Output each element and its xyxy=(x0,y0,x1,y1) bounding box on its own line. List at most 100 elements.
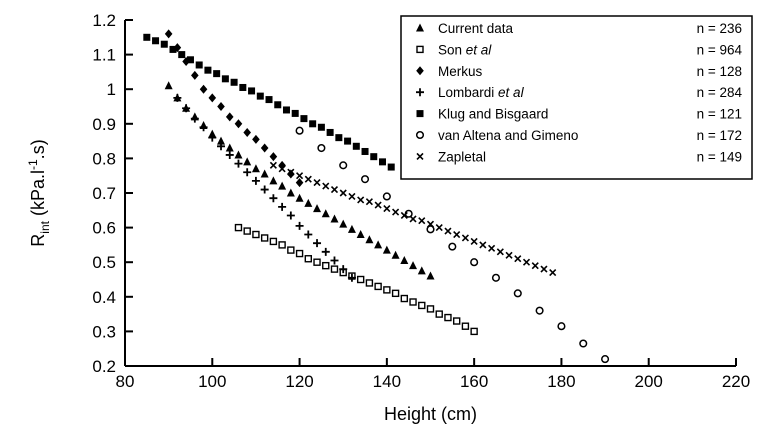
data-point xyxy=(278,241,286,249)
data-point xyxy=(339,219,348,228)
data-point xyxy=(400,211,408,220)
legend-label: Son et al xyxy=(438,42,492,57)
data-point xyxy=(356,230,365,239)
x-tick-label: 120 xyxy=(285,372,313,391)
data-point xyxy=(143,33,151,41)
series-2 xyxy=(164,29,304,188)
x-tick-label: 80 xyxy=(116,372,135,391)
data-point xyxy=(252,134,260,144)
data-point xyxy=(514,255,522,263)
x-tick-label: 220 xyxy=(722,372,750,391)
legend-label: Lombardi et al xyxy=(438,85,525,100)
data-point xyxy=(330,256,339,265)
data-point xyxy=(221,75,229,83)
data-point xyxy=(549,269,557,277)
data-point xyxy=(300,115,308,123)
data-point xyxy=(387,163,395,171)
data-point xyxy=(452,317,461,325)
data-point xyxy=(409,298,417,306)
data-point xyxy=(540,265,548,273)
data-point xyxy=(339,265,348,274)
data-point xyxy=(260,143,269,153)
legend-marker xyxy=(416,110,424,118)
data-point xyxy=(287,246,295,254)
data-point xyxy=(269,237,278,246)
legend-n: n = 128 xyxy=(697,64,742,79)
legend-row: Zapletal n = 149 xyxy=(416,149,742,164)
data-point xyxy=(278,181,287,190)
data-point xyxy=(418,217,426,225)
legend-label: Current data xyxy=(438,21,514,36)
legend-label-main: Lombardi xyxy=(438,85,498,100)
legend-marker xyxy=(415,130,425,140)
data-point xyxy=(260,169,269,178)
legend-marker xyxy=(416,152,424,160)
data-point xyxy=(243,168,252,177)
data-point xyxy=(365,235,374,244)
legend-n: n = 284 xyxy=(697,85,743,100)
data-point xyxy=(356,275,365,284)
data-point xyxy=(391,289,400,298)
data-point xyxy=(282,106,290,114)
data-point xyxy=(535,306,544,315)
data-point xyxy=(448,242,457,251)
y-axis-title-sup: -1 xyxy=(26,159,40,170)
data-point xyxy=(496,248,504,256)
data-point xyxy=(313,239,322,248)
data-point xyxy=(383,205,391,213)
data-point xyxy=(304,255,312,263)
data-point xyxy=(470,237,478,246)
data-point xyxy=(295,193,304,202)
data-point xyxy=(269,194,278,203)
x-tick-label: 140 xyxy=(373,372,401,391)
legend-row: van Altena and Gimeno n = 172 xyxy=(415,128,742,143)
data-point xyxy=(160,40,168,48)
legend-row: Klug and Bisgaard n = 121 xyxy=(416,107,742,122)
data-point xyxy=(348,192,356,201)
legend-marker xyxy=(416,23,424,32)
legend-row: Son et al n = 964 xyxy=(416,42,742,57)
legend-label-main: Son xyxy=(438,42,466,57)
data-point xyxy=(470,327,478,336)
data-point xyxy=(461,234,469,242)
data-point xyxy=(330,214,339,223)
x-tick-label: 160 xyxy=(460,372,488,391)
data-point xyxy=(470,258,479,267)
data-point xyxy=(365,198,373,206)
data-point xyxy=(269,152,278,162)
data-point xyxy=(274,101,282,109)
series-layer xyxy=(143,29,610,364)
data-point xyxy=(191,70,199,80)
legend-marker xyxy=(416,45,424,54)
data-point xyxy=(374,240,383,249)
data-point xyxy=(444,227,452,235)
data-point xyxy=(304,230,313,239)
data-point xyxy=(382,245,391,254)
data-point xyxy=(513,289,522,298)
data-point xyxy=(357,196,365,204)
y-ticks: 0.2 0.3 0.4 0.5 0.6 0.7 0.8 0.9 1 1.1 1.2 xyxy=(92,11,133,376)
data-point xyxy=(199,123,208,132)
data-point xyxy=(426,271,435,280)
data-point xyxy=(251,176,260,185)
data-point xyxy=(409,261,418,270)
data-point xyxy=(313,179,321,187)
y-tick-label: 0.2 xyxy=(92,357,116,376)
x-ticks: 80 100 120 140 160 180 200 220 xyxy=(116,358,750,391)
data-point xyxy=(278,202,287,211)
y-axis-title-sub: int xyxy=(38,220,52,233)
legend-label: van Altena and Gimeno xyxy=(438,128,578,143)
y-tick-label: 1 xyxy=(107,80,116,99)
data-point xyxy=(479,241,487,249)
data-point xyxy=(365,279,374,287)
legend-row: Merkus n = 128 xyxy=(416,64,742,79)
data-point xyxy=(243,127,251,137)
data-point xyxy=(234,150,243,159)
data-point xyxy=(382,192,391,201)
data-point xyxy=(182,104,191,113)
data-point xyxy=(278,165,286,173)
data-point xyxy=(152,37,160,45)
legend-label-italic: et al xyxy=(466,42,493,57)
data-point xyxy=(339,189,347,197)
